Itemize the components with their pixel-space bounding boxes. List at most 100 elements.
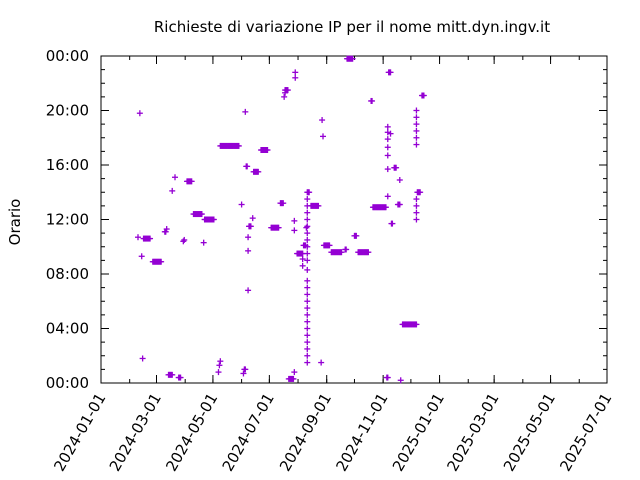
x-tick-label: 2024-03-01: [106, 390, 165, 475]
data-point: [245, 234, 252, 241]
data-point: [244, 163, 251, 170]
y-tick-label: 04:00: [46, 320, 89, 338]
data-point: [188, 178, 195, 185]
data-point: [284, 87, 291, 94]
data-point: [291, 369, 298, 376]
data-point: [304, 236, 311, 243]
data-point: [172, 174, 179, 181]
data-point: [413, 141, 420, 148]
data-point: [319, 117, 326, 124]
data-point: [242, 108, 249, 115]
x-tick-label: 2025-03-01: [443, 390, 502, 475]
data-point: [304, 196, 311, 203]
x-tick-label: 2024-07-01: [219, 390, 278, 475]
data-point: [292, 69, 299, 76]
plot-frame: [100, 55, 608, 384]
data-point: [397, 377, 404, 384]
data-point: [180, 238, 187, 245]
data-point: [245, 247, 252, 254]
data-point: [413, 127, 420, 134]
x-tick-label: 2024-11-01: [332, 390, 391, 475]
data-point: [382, 204, 389, 211]
data-point: [303, 224, 310, 231]
data-point: [369, 97, 376, 104]
data-point: [396, 201, 403, 208]
data-point: [290, 375, 297, 382]
data-point: [304, 345, 311, 352]
data-point: [169, 371, 176, 378]
data-point: [210, 216, 217, 223]
data-point: [384, 152, 391, 159]
x-tick-label: 2025-05-01: [500, 390, 559, 475]
data-point: [413, 202, 420, 209]
data-point: [304, 257, 311, 264]
data-point: [299, 256, 306, 263]
data-point: [326, 242, 333, 249]
data-point: [304, 311, 311, 318]
data-point: [304, 332, 311, 339]
data-point: [304, 266, 311, 273]
y-tick-label: 12:00: [46, 211, 89, 229]
data-point: [343, 246, 350, 253]
data-point: [413, 121, 420, 128]
data-point: [413, 216, 420, 223]
data-point: [304, 352, 311, 359]
data-point: [384, 374, 391, 381]
data-point: [304, 209, 311, 216]
data-point: [216, 362, 223, 369]
data-point: [291, 217, 298, 224]
data-point: [413, 114, 420, 121]
data-point: [138, 253, 145, 260]
data-point: [136, 110, 143, 117]
y-tick-label: 00:00: [46, 374, 89, 392]
data-point: [413, 107, 420, 114]
data-point: [169, 187, 176, 194]
data-point: [417, 189, 424, 196]
data-point: [304, 291, 311, 298]
data-point: [338, 249, 345, 256]
y-tick-label: 20:00: [46, 102, 89, 120]
data-point: [181, 236, 188, 243]
chart-title: Richieste di variazione IP per il nome m…: [154, 18, 550, 36]
data-point: [413, 321, 420, 328]
data-point: [304, 298, 311, 305]
data-point: [304, 359, 311, 366]
y-tick-label: 08:00: [46, 265, 89, 283]
data-point: [215, 369, 222, 376]
data-point: [291, 227, 298, 234]
data-point: [158, 258, 165, 265]
data-point: [139, 355, 146, 362]
x-tick-label: 2025-07-01: [556, 390, 615, 475]
data-point: [240, 370, 247, 377]
data-point: [413, 134, 420, 141]
data-point: [384, 129, 391, 136]
data-point: [384, 123, 391, 130]
data-point: [384, 166, 391, 173]
data-point: [304, 250, 311, 257]
data-point: [147, 235, 154, 242]
data-point: [255, 168, 262, 175]
data-point: [299, 262, 306, 269]
data-point: [396, 176, 403, 183]
data-point: [413, 209, 420, 216]
data-point: [315, 202, 322, 209]
data-point: [281, 93, 288, 100]
data-point: [135, 234, 142, 241]
data-point: [365, 249, 372, 256]
data-point: [393, 164, 400, 171]
data-point: [384, 136, 391, 143]
data-point: [304, 284, 311, 291]
x-tick-label: 2025-01-01: [389, 390, 448, 475]
data-point: [304, 230, 311, 237]
data-point: [292, 74, 299, 81]
data-point: [162, 228, 169, 235]
x-tick-label: 2024-05-01: [162, 390, 221, 475]
data-point: [245, 287, 252, 294]
data-point: [306, 189, 313, 196]
data-point: [304, 318, 311, 325]
data-point: [217, 358, 224, 365]
data-point: [320, 133, 327, 140]
y-axis-label: Orario: [6, 199, 24, 246]
data-point: [413, 196, 420, 203]
